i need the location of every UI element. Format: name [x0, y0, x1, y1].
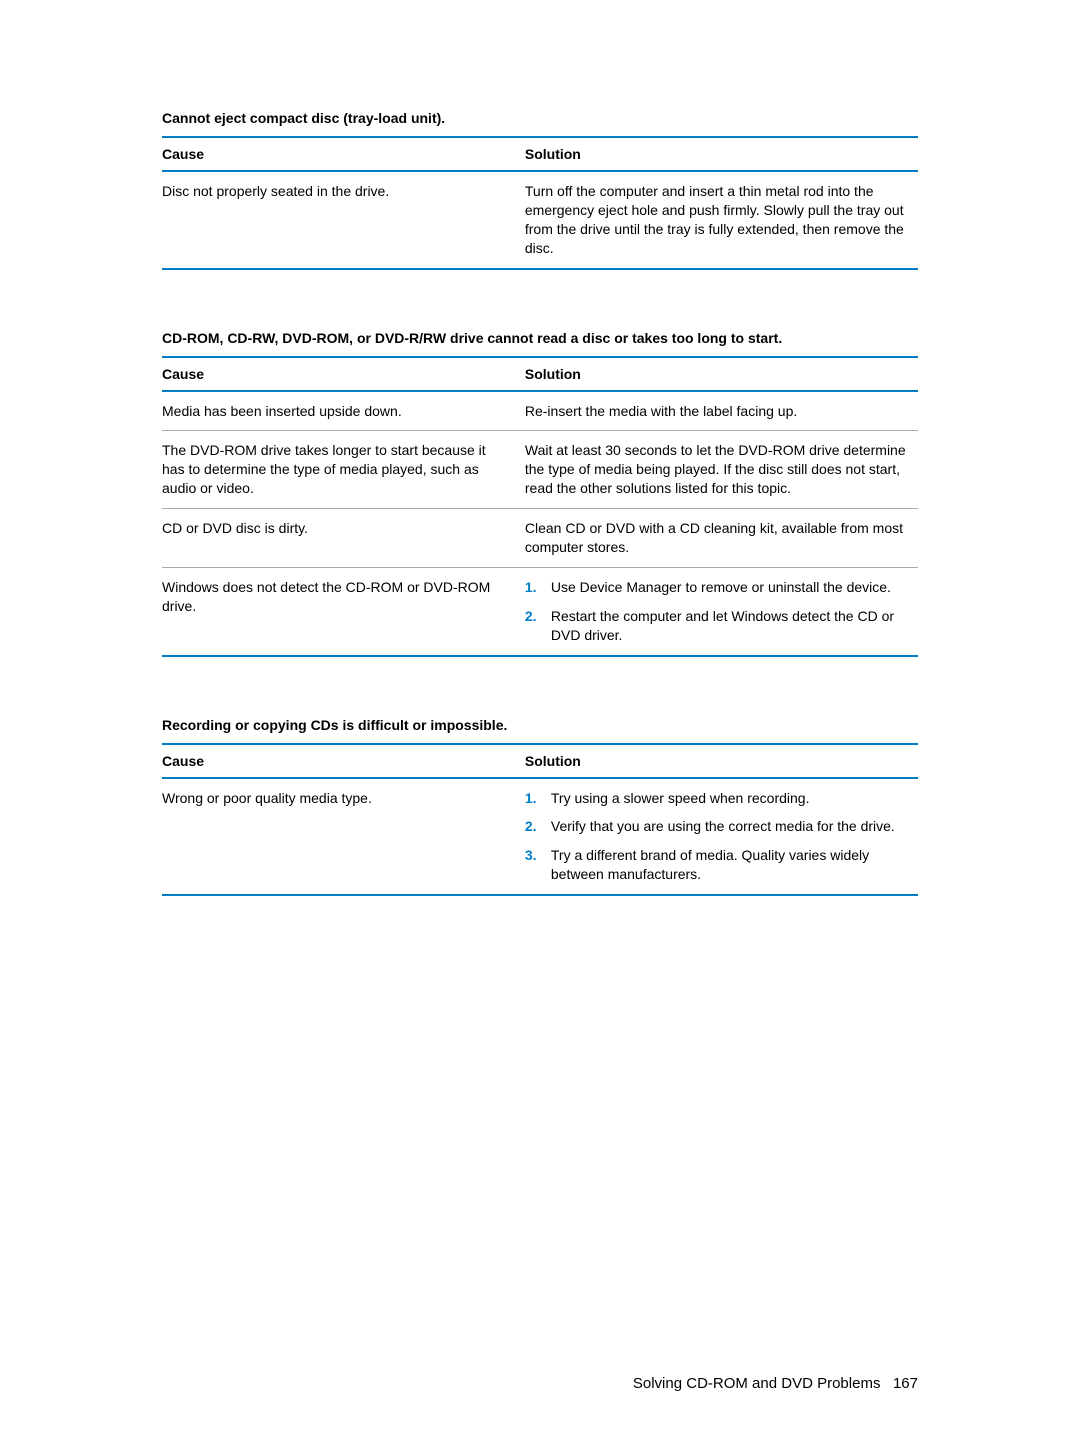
cause-cell: The DVD-ROM drive takes longer to start … — [162, 431, 525, 509]
column-header-cause: Cause — [162, 357, 525, 391]
troubleshoot-table: CauseSolutionDisc not properly seated in… — [162, 136, 918, 270]
solution-cell: Wait at least 30 seconds to let the DVD-… — [525, 431, 918, 509]
solution-list: 1.Try using a slower speed when recordin… — [525, 789, 918, 885]
table-row: Wrong or poor quality media type.1.Try u… — [162, 778, 918, 896]
column-header-cause: Cause — [162, 137, 525, 171]
column-header-solution: Solution — [525, 744, 918, 778]
cause-cell: Wrong or poor quality media type. — [162, 778, 525, 896]
list-item: 2.Restart the computer and let Windows d… — [525, 607, 918, 645]
table-title: Recording or copying CDs is difficult or… — [162, 717, 918, 733]
list-number: 3. — [525, 846, 551, 865]
solution-cell: Turn off the computer and insert a thin … — [525, 171, 918, 269]
list-item: 3.Try a different brand of media. Qualit… — [525, 846, 918, 884]
list-number: 1. — [525, 578, 551, 597]
table-title: Cannot eject compact disc (tray-load uni… — [162, 110, 918, 126]
column-header-solution: Solution — [525, 357, 918, 391]
footer-page-number: 167 — [893, 1375, 918, 1392]
tables-container: Cannot eject compact disc (tray-load uni… — [162, 110, 918, 896]
table-title: CD-ROM, CD-RW, DVD-ROM, or DVD-R/RW driv… — [162, 330, 918, 346]
column-header-solution: Solution — [525, 137, 918, 171]
table-row: Windows does not detect the CD-ROM or DV… — [162, 567, 918, 655]
footer-text: Solving CD-ROM and DVD Problems — [633, 1375, 881, 1392]
solution-cell: Clean CD or DVD with a CD cleaning kit, … — [525, 509, 918, 568]
cause-cell: Disc not properly seated in the drive. — [162, 171, 525, 269]
list-number: 2. — [525, 817, 551, 836]
cause-cell: Media has been inserted upside down. — [162, 391, 525, 431]
page-footer: Solving CD-ROM and DVD Problems 167 — [633, 1375, 918, 1392]
list-number: 2. — [525, 607, 551, 626]
table-row: CD or DVD disc is dirty.Clean CD or DVD … — [162, 509, 918, 568]
list-text: Verify that you are using the correct me… — [551, 817, 918, 836]
troubleshoot-table: CauseSolutionWrong or poor quality media… — [162, 743, 918, 897]
column-header-cause: Cause — [162, 744, 525, 778]
table-block: Recording or copying CDs is difficult or… — [162, 717, 918, 897]
list-text: Try a different brand of media. Quality … — [551, 846, 918, 884]
solution-cell: 1.Try using a slower speed when recordin… — [525, 778, 918, 896]
solution-list: 1.Use Device Manager to remove or uninst… — [525, 578, 918, 645]
list-text: Try using a slower speed when recording. — [551, 789, 918, 808]
list-text: Restart the computer and let Windows det… — [551, 607, 918, 645]
list-item: 1.Use Device Manager to remove or uninst… — [525, 578, 918, 597]
table-block: Cannot eject compact disc (tray-load uni… — [162, 110, 918, 270]
table-block: CD-ROM, CD-RW, DVD-ROM, or DVD-R/RW driv… — [162, 330, 918, 657]
list-number: 1. — [525, 789, 551, 808]
troubleshoot-table: CauseSolutionMedia has been inserted ups… — [162, 356, 918, 657]
table-row: Media has been inserted upside down.Re-i… — [162, 391, 918, 431]
list-item: 2.Verify that you are using the correct … — [525, 817, 918, 836]
list-text: Use Device Manager to remove or uninstal… — [551, 578, 918, 597]
solution-cell: Re-insert the media with the label facin… — [525, 391, 918, 431]
table-row: Disc not properly seated in the drive.Tu… — [162, 171, 918, 269]
cause-cell: CD or DVD disc is dirty. — [162, 509, 525, 568]
cause-cell: Windows does not detect the CD-ROM or DV… — [162, 567, 525, 655]
list-item: 1.Try using a slower speed when recordin… — [525, 789, 918, 808]
table-row: The DVD-ROM drive takes longer to start … — [162, 431, 918, 509]
solution-cell: 1.Use Device Manager to remove or uninst… — [525, 567, 918, 655]
